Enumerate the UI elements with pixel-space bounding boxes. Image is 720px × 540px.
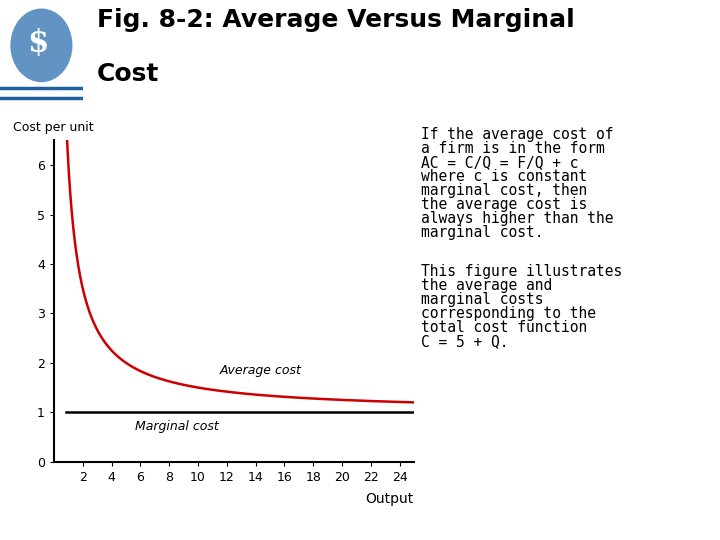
Text: Cost: Cost	[97, 62, 160, 86]
Text: marginal costs: marginal costs	[421, 292, 544, 307]
Text: C = 5 + Q.: C = 5 + Q.	[421, 334, 509, 349]
Ellipse shape	[10, 9, 73, 82]
Text: where c is constant: where c is constant	[421, 169, 588, 184]
Text: Average cost: Average cost	[220, 364, 302, 377]
Text: If the average cost of: If the average cost of	[421, 127, 613, 142]
Text: marginal cost, then: marginal cost, then	[421, 183, 588, 198]
Text: corresponding to the: corresponding to the	[421, 306, 596, 321]
Text: Marginal cost: Marginal cost	[135, 420, 218, 433]
Text: always higher than the: always higher than the	[421, 211, 613, 226]
Text: 8-8: 8-8	[690, 513, 709, 526]
Text: $: $	[27, 28, 49, 59]
Text: total cost function: total cost function	[421, 320, 588, 335]
Text: Fig. 8-2: Average Versus Marginal: Fig. 8-2: Average Versus Marginal	[97, 9, 575, 32]
Text: Copyright ©2015 Pearson Education, Inc. All rights reserved.: Copyright ©2015 Pearson Education, Inc. …	[11, 513, 372, 526]
Text: the average cost is: the average cost is	[421, 197, 588, 212]
Text: Cost per unit: Cost per unit	[13, 121, 93, 134]
Text: the average and: the average and	[421, 278, 552, 293]
Text: a firm is in the form: a firm is in the form	[421, 141, 605, 156]
Text: AC = C/Q = F/Q + c: AC = C/Q = F/Q + c	[421, 155, 579, 170]
Text: This figure illustrates: This figure illustrates	[421, 264, 623, 279]
X-axis label: Output: Output	[366, 492, 414, 506]
Text: marginal cost.: marginal cost.	[421, 225, 544, 240]
